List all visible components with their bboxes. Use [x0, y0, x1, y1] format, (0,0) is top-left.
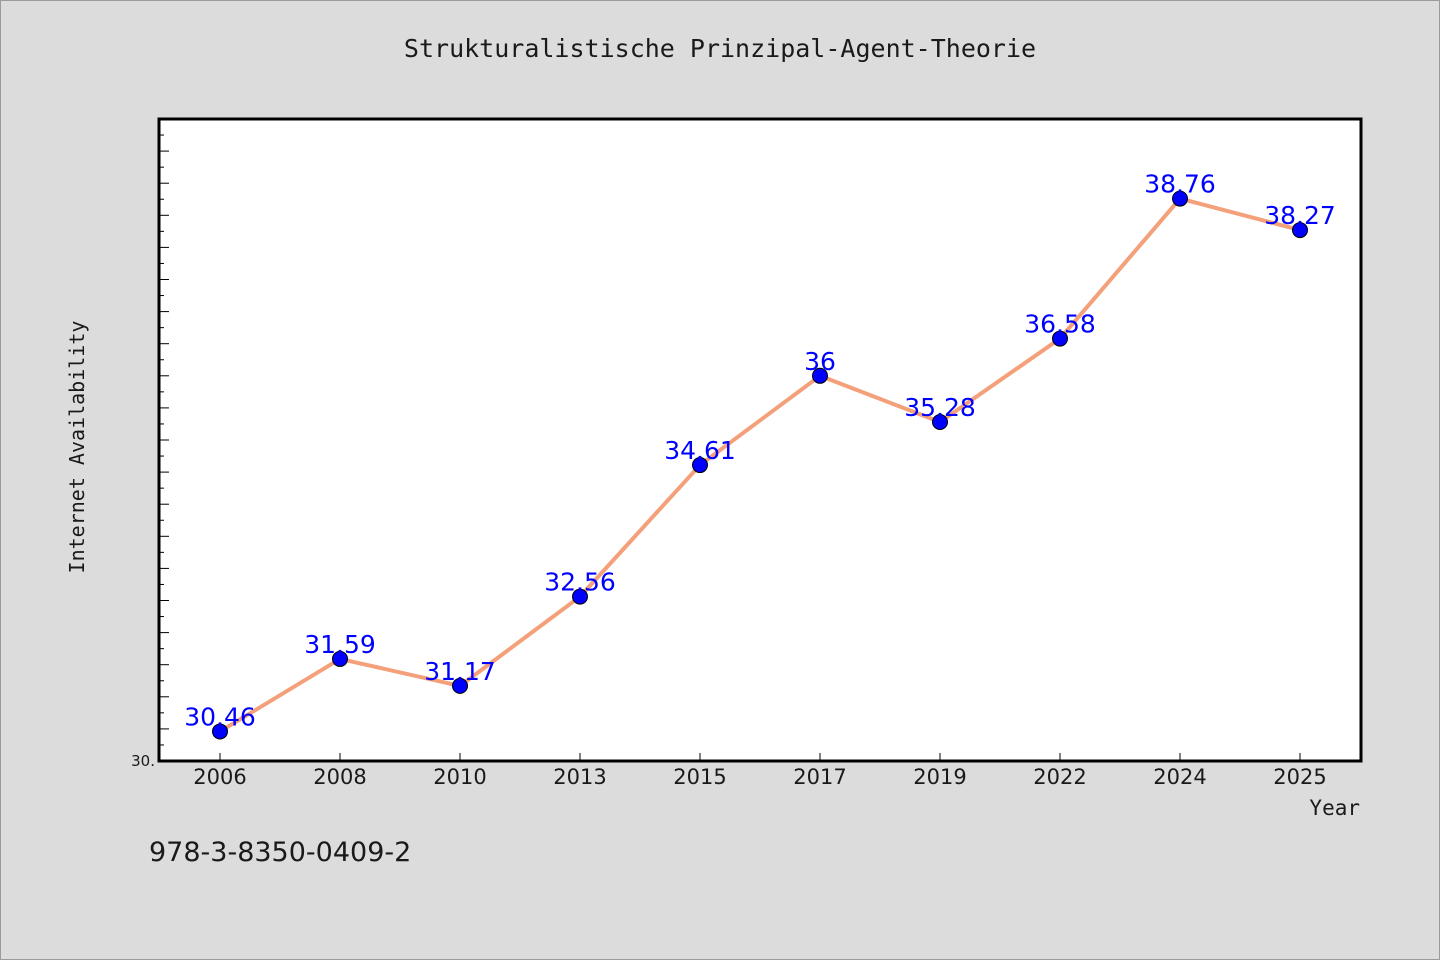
data-label: 35.28: [904, 393, 976, 422]
x-tick-label: 2022: [1033, 765, 1086, 789]
data-point: [572, 588, 588, 605]
data-label: 38.27: [1264, 201, 1336, 230]
data-label: 34.61: [664, 436, 736, 465]
data-point: [1172, 190, 1188, 207]
data-label: 31.17: [424, 657, 496, 686]
x-tick-label: 2015: [673, 765, 726, 789]
data-point: [692, 457, 708, 474]
x-tick-label: 2019: [913, 765, 966, 789]
series-line: [218, 196, 1301, 734]
chart-title: Strukturalistische Prinzipal-Agent-Theor…: [403, 34, 1037, 63]
data-label: 36: [804, 347, 836, 376]
x-tick-label: 2010: [433, 765, 486, 789]
x-tick-label: 2024: [1153, 765, 1206, 789]
data-point: [452, 677, 468, 694]
data-label: 31.59: [304, 630, 376, 659]
x-tick-label: 2006: [193, 765, 246, 789]
x-tick-label: 2008: [313, 765, 366, 789]
x-tick-label: 2025: [1273, 765, 1326, 789]
x-tick-label: 2013: [553, 765, 606, 789]
x-tick-label: 2017: [793, 765, 846, 789]
data-point: [332, 650, 348, 667]
isbn-code: 978-3-8350-0409-2: [149, 837, 412, 868]
y-tick-label: 30.: [131, 752, 155, 770]
data-point: [1292, 222, 1308, 239]
plot-area: [159, 119, 1361, 761]
x-axis-label: Year: [1309, 796, 1360, 820]
data-point: [812, 367, 828, 384]
data-label: 30.46: [184, 702, 256, 731]
data-point: [932, 414, 948, 431]
data-point: [212, 723, 228, 740]
plot-border: [157, 117, 1363, 763]
data-label: 32.56: [544, 568, 616, 597]
data-point: [1052, 330, 1068, 347]
data-label: 38.76: [1144, 170, 1216, 199]
data-label: 36.58: [1024, 310, 1096, 339]
